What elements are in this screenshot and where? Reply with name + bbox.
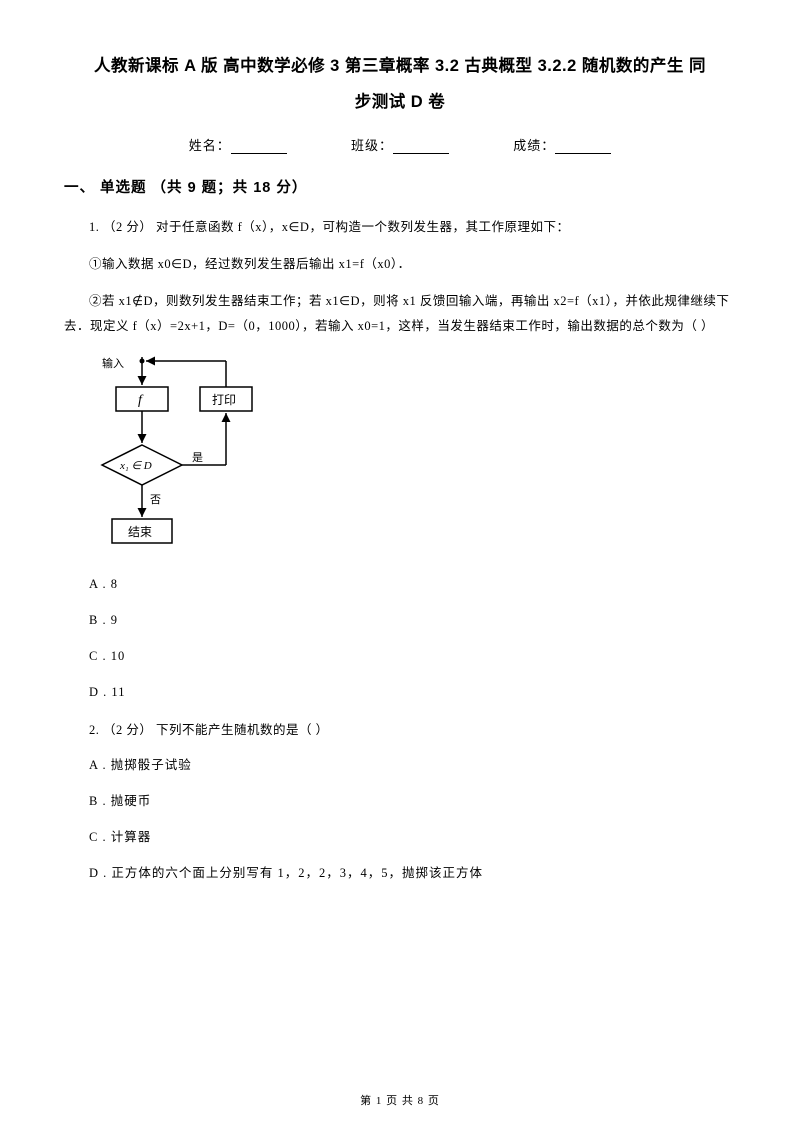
title-line-2: 步测试 D 卷 (64, 84, 736, 120)
q1-stem-1: 1. （2 分） 对于任意函数 f（x），x∈D，可构造一个数列发生器，其工作原… (64, 215, 736, 240)
section-heading: 一、 单选题 （共 9 题；共 18 分） (64, 176, 736, 197)
form-row: 姓名： 班级： 成绩： (64, 135, 736, 154)
fc-end-label: 结束 (128, 525, 152, 539)
q2-option-c: C . 计算器 (64, 827, 736, 847)
flowchart-svg: 输入 f 打印 x₁ ∈ D 是 否 结束 (92, 351, 282, 551)
q1-option-c: C . 10 (64, 646, 736, 666)
fc-no-label: 否 (150, 494, 161, 506)
q2-option-a: A . 抛掷骰子试验 (64, 755, 736, 775)
form-name-label: 姓名： (189, 138, 231, 153)
form-class-blank (393, 140, 449, 154)
q1-option-d: D . 11 (64, 682, 736, 702)
q1-stem-2: ①输入数据 x0∈D，经过数列发生器后输出 x1=f（x0）． (64, 252, 736, 277)
page-title: 人教新课标 A 版 高中数学必修 3 第三章概率 3.2 古典概型 3.2.2 … (64, 48, 736, 121)
fc-print-label: 打印 (212, 393, 236, 407)
page-footer: 第 1 页 共 8 页 (0, 1092, 800, 1108)
form-name-blank (231, 140, 287, 154)
flowchart-diagram: 输入 f 打印 x₁ ∈ D 是 否 结束 (92, 351, 736, 556)
fc-cond-label: x₁ ∈ D (119, 460, 152, 472)
q2-option-b: B . 抛硬币 (64, 791, 736, 811)
fc-yes-label: 是 (192, 451, 203, 464)
form-class-label: 班级： (351, 138, 393, 153)
q1-option-a: A . 8 (64, 574, 736, 594)
fc-f-label: f (138, 393, 144, 408)
fc-input-label: 输入 (102, 356, 124, 370)
form-score-blank (555, 140, 611, 154)
form-score-label: 成绩： (513, 138, 555, 153)
q1-stem-3: ②若 x1∉D，则数列发生器结束工作；若 x1∈D，则将 x1 反馈回输入端，再… (64, 289, 736, 339)
title-line-1: 人教新课标 A 版 高中数学必修 3 第三章概率 3.2 古典概型 3.2.2 … (64, 48, 736, 84)
q2-option-d: D . 正方体的六个面上分别写有 1，2，2，3，4，5，抛掷该正方体 (64, 863, 736, 883)
q2-stem: 2. （2 分） 下列不能产生随机数的是（ ） (64, 718, 736, 743)
q1-option-b: B . 9 (64, 610, 736, 630)
